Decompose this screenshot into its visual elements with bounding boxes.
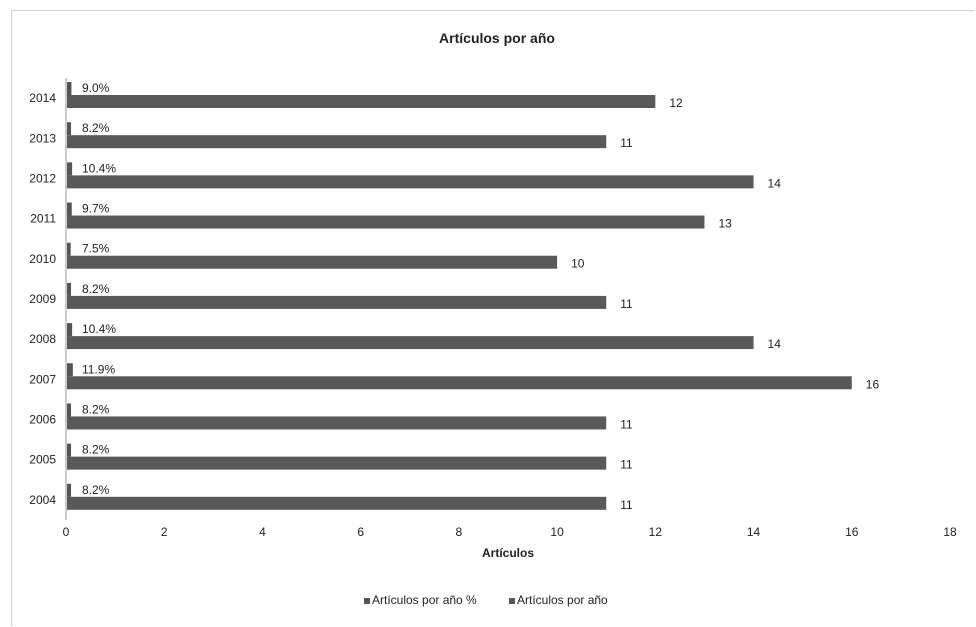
y-tick-label: 2011: [30, 212, 56, 226]
bar-count: [67, 376, 852, 390]
data-label-count: 11: [620, 458, 633, 472]
bar-count: [67, 456, 607, 470]
bar-percent: [67, 403, 72, 417]
data-label-percent: 8.2%: [82, 402, 110, 416]
bar-count: [67, 496, 607, 510]
data-label-count: 14: [768, 337, 782, 351]
data-label-count: 13: [718, 217, 732, 231]
x-axis-label: Artículos: [482, 546, 534, 560]
data-label-percent: 8.2%: [82, 483, 110, 497]
bar-count: [67, 255, 558, 269]
y-tick-label: 2008: [29, 332, 56, 346]
y-tick-label: 2013: [29, 131, 56, 145]
data-label-count: 12: [669, 96, 683, 110]
bar-count: [67, 295, 607, 309]
x-tick-label: 18: [943, 525, 957, 539]
bar-percent: [67, 323, 73, 337]
bar-percent: [67, 242, 71, 256]
x-tick-label: 2: [161, 525, 168, 539]
bar-percent: [67, 443, 72, 457]
y-tick-label: 2004: [29, 493, 56, 507]
bars: [67, 82, 852, 510]
axes: 0 2 4 6 8 10 12 14 16 18 2014 2013 2012 2011 2010 2009 2…: [29, 78, 957, 539]
bar-count: [67, 95, 656, 108]
x-tick-label: 16: [845, 525, 859, 539]
y-tick-label: 2005: [29, 453, 56, 467]
data-label-count: 10: [571, 257, 585, 271]
legend-label: Artículos por año: [517, 593, 608, 607]
data-label-count: 11: [620, 297, 633, 311]
y-tick-label: 2010: [29, 252, 56, 266]
bar-count: [67, 336, 754, 350]
y-tick-label: 2009: [29, 292, 56, 306]
data-label-count: 16: [866, 377, 880, 391]
x-tick-label: 8: [456, 525, 463, 539]
data-label-percent: 8.2%: [82, 443, 110, 457]
data-label-percent: 10.4%: [82, 161, 116, 175]
y-tick-label: 2007: [29, 372, 56, 386]
y-tick-label: 2012: [29, 171, 56, 185]
data-label-count: 11: [620, 136, 633, 150]
data-label-percent: 10.4%: [82, 322, 116, 336]
data-label-count: 14: [768, 176, 782, 190]
bar-percent: [67, 202, 72, 216]
x-tick-label: 0: [63, 525, 70, 539]
bar-count: [67, 215, 705, 229]
legend: Artículos por año % Artículos por año: [364, 593, 608, 607]
bar-percent: [67, 82, 72, 95]
data-label-percent: 9.7%: [82, 202, 110, 216]
legend-label: Artículos por año %: [372, 593, 477, 607]
bar-count: [67, 135, 607, 149]
bar-count: [67, 416, 607, 430]
x-tick-label: 6: [357, 525, 364, 539]
bar-percent: [67, 122, 72, 136]
data-label-percent: 8.2%: [82, 282, 110, 296]
bar-percent: [67, 483, 72, 497]
data-label-percent: 9.0%: [82, 81, 110, 95]
chart-frame: [11, 10, 975, 626]
data-label-count: 11: [620, 498, 633, 512]
x-tick-label: 10: [550, 525, 564, 539]
y-tick-label: 2006: [29, 413, 56, 427]
legend-swatch: [509, 598, 515, 604]
data-label-count: 11: [620, 417, 633, 431]
x-tick-label: 12: [649, 525, 663, 539]
x-tick-label: 4: [259, 525, 266, 539]
bar-percent: [67, 282, 72, 296]
data-label-percent: 11.9%: [82, 362, 115, 376]
y-tick-label: 2014: [29, 91, 56, 105]
x-tick-label: 14: [747, 525, 761, 539]
bar-percent: [67, 162, 73, 176]
data-label-percent: 8.2%: [82, 121, 110, 135]
data-label-percent: 7.5%: [82, 242, 110, 256]
legend-swatch: [364, 598, 370, 604]
bar-percent: [67, 363, 73, 377]
data-labels: 9.0% 12 8.2% 11 10.4% 14 9.7% 13 7.5% 10 8.2% 11 10.…: [82, 81, 879, 512]
bar-count: [67, 175, 754, 189]
chart-title: Artículos por año: [439, 30, 555, 46]
